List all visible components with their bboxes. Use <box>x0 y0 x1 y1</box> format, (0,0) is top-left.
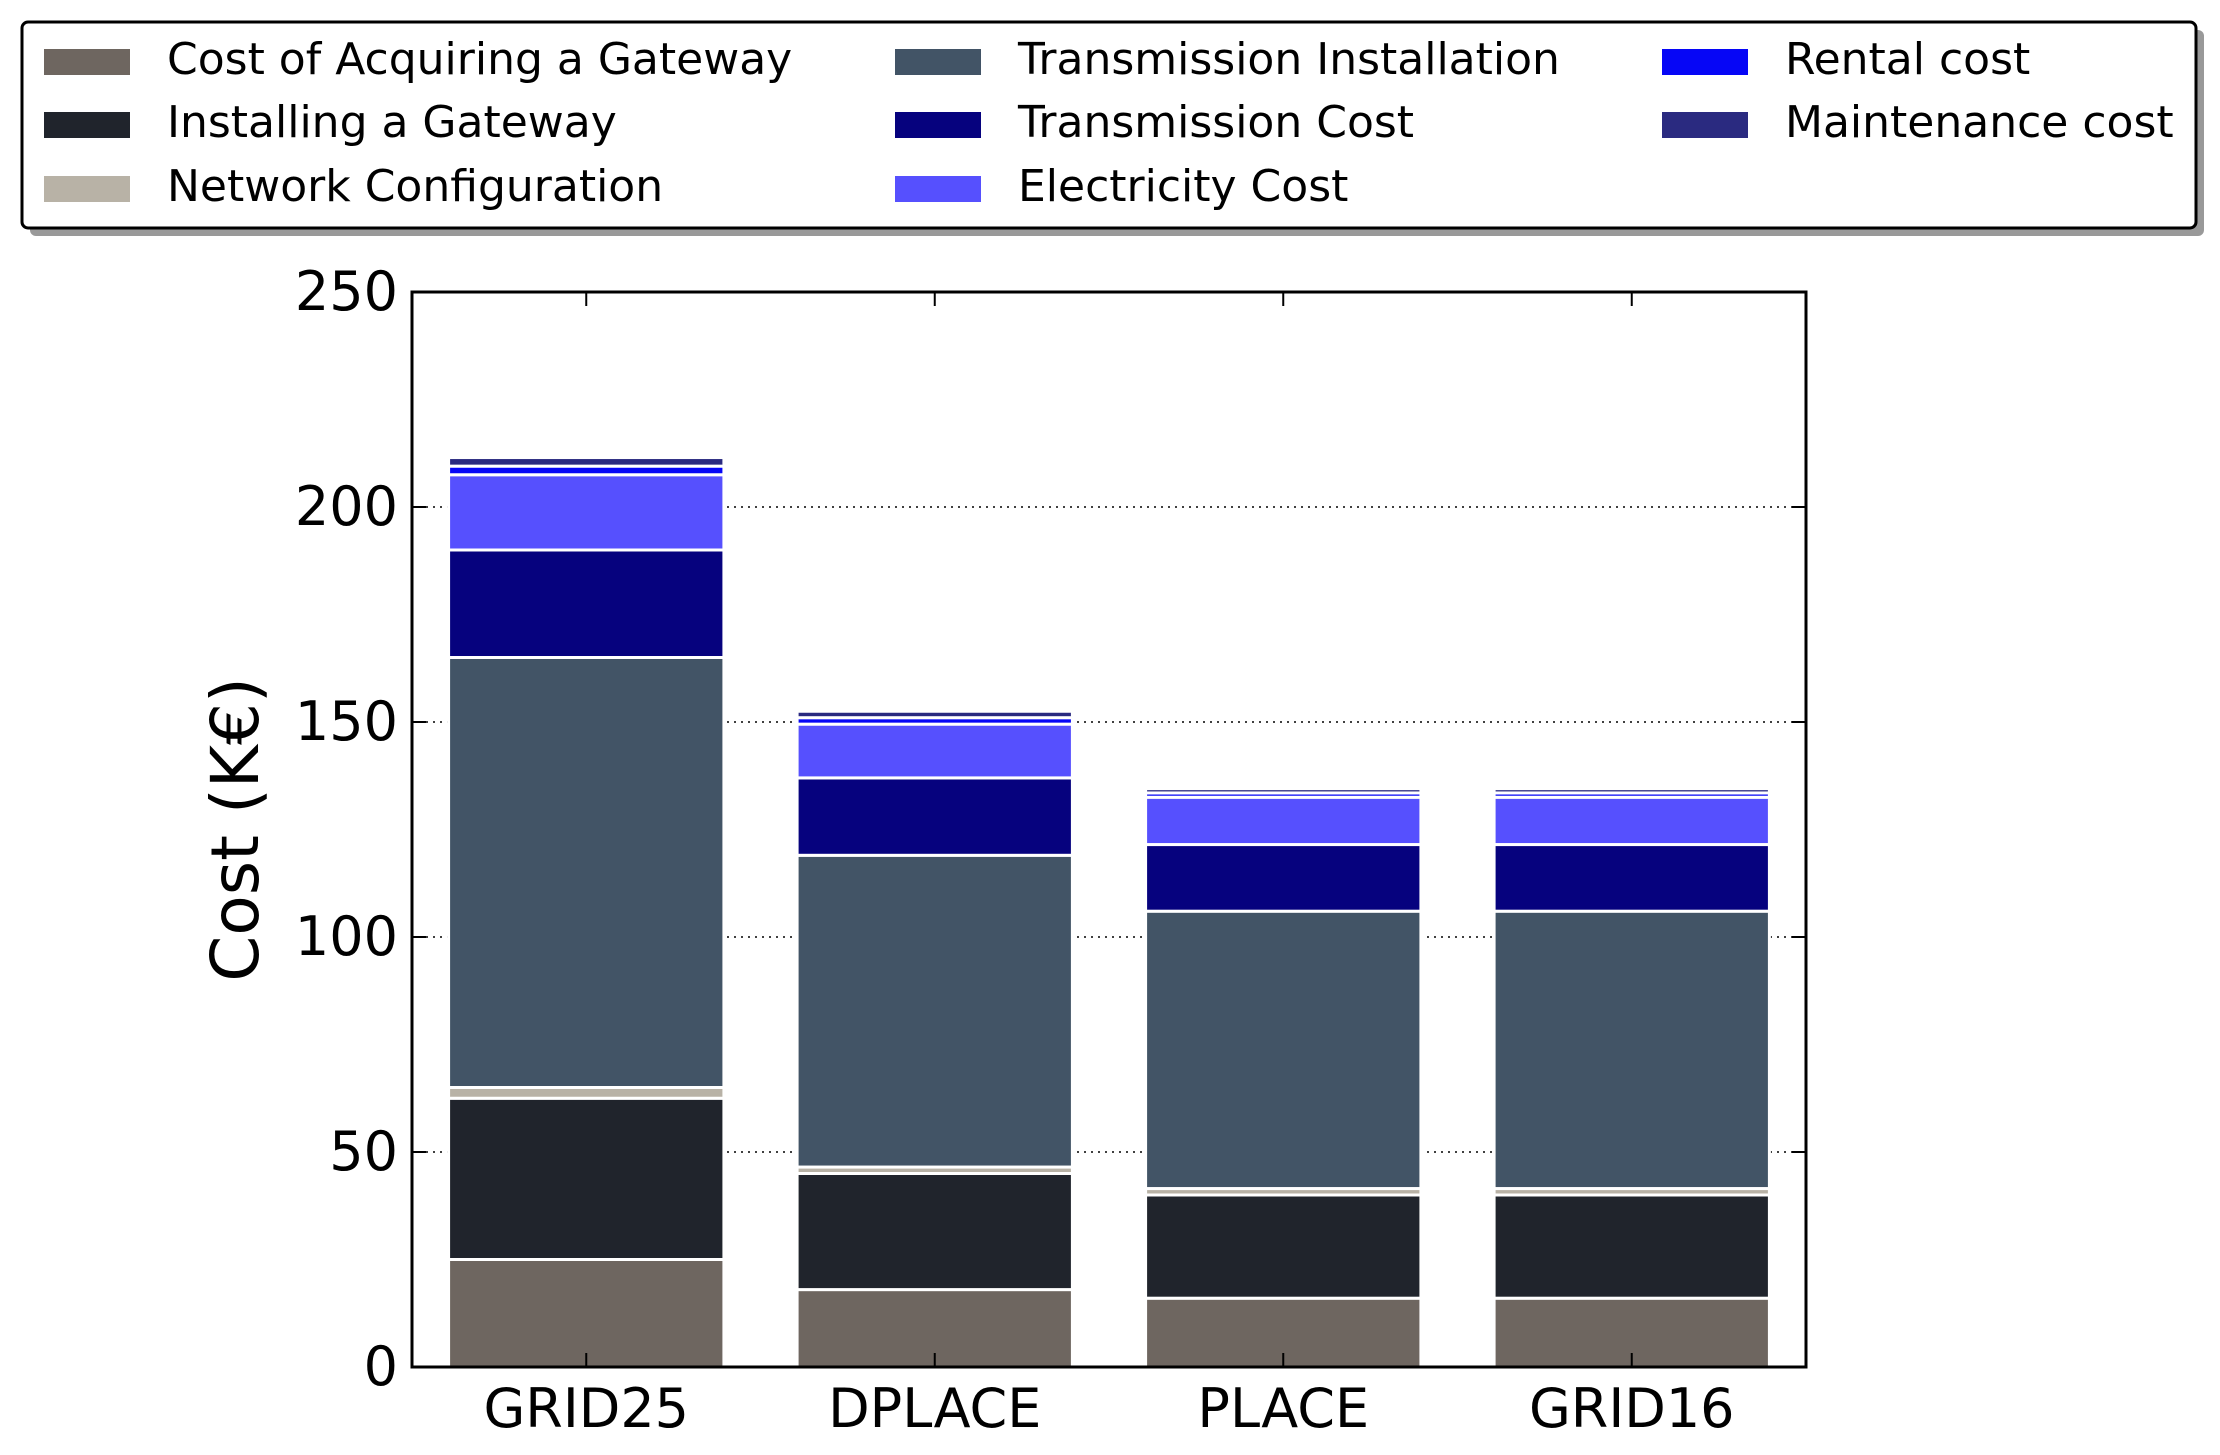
legend-label: Network Configuration <box>167 161 663 212</box>
legend-label: Transmission Cost <box>1017 97 1414 148</box>
bar-segment <box>1144 795 1423 847</box>
bar-segment <box>447 656 726 1089</box>
bar-segment <box>795 776 1074 857</box>
bar-segment <box>795 853 1074 1169</box>
legend-label: Transmission Installation <box>1017 34 1560 85</box>
bar-segment <box>447 1086 726 1100</box>
x-tick-label: GRID16 <box>1529 1377 1735 1440</box>
legend-swatch <box>1662 112 1748 138</box>
legend-label: Electricity Cost <box>1018 161 1348 212</box>
legend-swatch <box>1662 49 1748 75</box>
y-tick-label: 250 <box>295 260 398 323</box>
bar-segment <box>1492 909 1771 1191</box>
legend-swatch <box>895 176 981 202</box>
y-tick-label: 100 <box>295 905 398 968</box>
legend-swatch <box>895 112 981 138</box>
bar-segment <box>795 709 1074 720</box>
y-tick-label: 200 <box>295 475 398 538</box>
y-tick-label: 150 <box>295 690 398 753</box>
bar-segment <box>447 473 726 552</box>
bar-segment <box>795 1172 1074 1292</box>
bar-segment <box>447 456 726 468</box>
x-tick-label: PLACE <box>1197 1377 1369 1440</box>
bar-segment <box>1144 909 1423 1191</box>
y-tick-label: 50 <box>329 1120 398 1183</box>
bar-segment <box>1492 843 1771 913</box>
bar-segment <box>447 548 726 659</box>
legend-swatch <box>44 112 130 138</box>
bar-segment <box>795 722 1074 780</box>
bar-segment <box>1492 795 1771 847</box>
y-axis-label: Cost (K€) <box>197 677 274 981</box>
bar-segment <box>1144 787 1423 795</box>
bar-segment <box>447 1258 726 1369</box>
legend-label: Maintenance cost <box>1785 97 2174 148</box>
legend-label: Installing a Gateway <box>167 97 617 148</box>
bar-segment <box>447 1096 726 1261</box>
bar-segment <box>1144 843 1423 913</box>
legend-box <box>20 20 2198 230</box>
bar-segment <box>1492 787 1771 795</box>
x-tick-label: GRID25 <box>483 1377 689 1440</box>
legend-swatch <box>895 49 981 75</box>
legend-swatch <box>44 49 130 75</box>
y-tick-label: 0 <box>364 1335 398 1398</box>
x-tick-label: DPLACE <box>828 1377 1041 1440</box>
plot-frame <box>410 290 1808 1369</box>
bar-segment <box>1144 1193 1423 1300</box>
legend-swatch <box>44 176 130 202</box>
bar-segment <box>1492 1193 1771 1300</box>
legend-label: Rental cost <box>1785 34 2030 85</box>
legend-label: Cost of Acquiring a Gateway <box>167 34 792 85</box>
